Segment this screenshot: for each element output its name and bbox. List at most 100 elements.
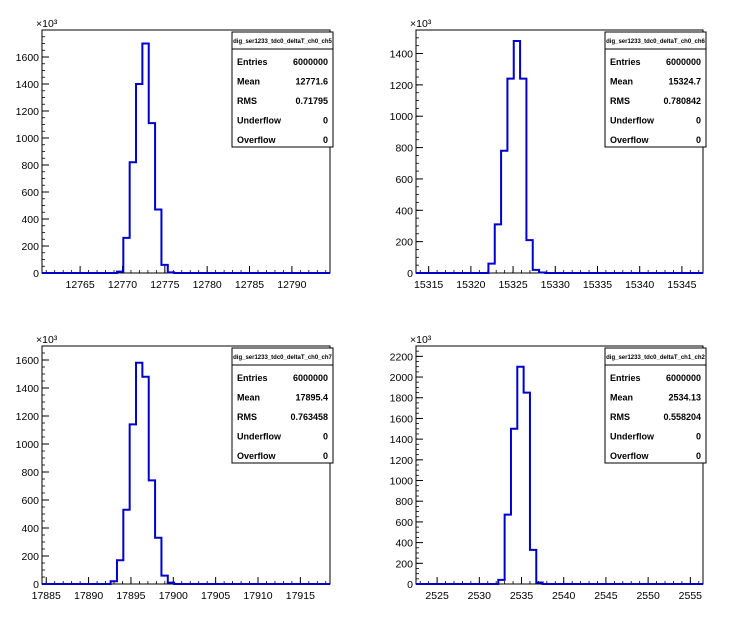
stats-box xyxy=(604,347,707,464)
stats-value-overflow: 0 xyxy=(696,451,701,461)
y-tick-label: 1400 xyxy=(390,434,414,446)
stats-title: dig_ser1233_tdc0_deltaT_ch0_ch7 xyxy=(233,355,332,361)
x-tick-label: 12770 xyxy=(108,279,137,291)
y-tick-label: 800 xyxy=(395,143,413,155)
stats-value-entries: 6000000 xyxy=(293,57,328,67)
histogram-bin xyxy=(168,272,174,273)
y-tick-label: 1200 xyxy=(390,455,414,467)
x-tick-label: 2530 xyxy=(468,590,492,602)
y-tick-label: 0 xyxy=(407,268,413,280)
histogram-bin xyxy=(524,393,530,584)
stats-value-rms: 0.558204 xyxy=(663,412,701,422)
stats-label-overflow: Overflow xyxy=(610,135,650,145)
histogram-bin xyxy=(526,240,532,273)
stats-label-mean: Mean xyxy=(610,77,633,87)
histogram-bin xyxy=(517,367,523,584)
y-tick-label: 800 xyxy=(21,467,39,479)
stats-value-underflow: 0 xyxy=(323,432,328,442)
stats-value-rms: 0.780842 xyxy=(663,96,701,106)
stats-value-rms: 0.71795 xyxy=(295,96,328,106)
histogram-bin xyxy=(501,151,507,273)
y-tick-label: 0 xyxy=(33,579,39,591)
histogram-bin xyxy=(536,582,542,584)
histogram-bin xyxy=(505,515,511,584)
y-tick-label: 0 xyxy=(33,268,39,280)
stats-value-mean: 2534.13 xyxy=(668,393,701,403)
x-tick-label: 2525 xyxy=(425,590,449,602)
stats-label-underflow: Underflow xyxy=(237,116,282,126)
stats-value-entries: 6000000 xyxy=(293,373,328,383)
histogram-bin xyxy=(488,264,494,273)
stats-label-underflow: Underflow xyxy=(610,116,655,126)
x-tick-label: 12780 xyxy=(193,279,222,291)
stats-label-entries: Entries xyxy=(610,57,641,67)
y-exponent-label: ×10³ xyxy=(410,18,432,30)
y-tick-label: 200 xyxy=(21,551,39,563)
x-tick-label: 2535 xyxy=(510,590,534,602)
histogram-panel-2: 0 200 400 600 800 1000 1200 1400 15315 15320 15325… xyxy=(390,18,707,291)
y-tick-label: 200 xyxy=(395,237,413,249)
histogram-bin xyxy=(168,583,174,584)
y-tick-label: 600 xyxy=(21,187,39,199)
y-tick-label: 1200 xyxy=(390,80,414,92)
histogram-bin xyxy=(495,224,501,273)
histogram-bin xyxy=(117,272,123,273)
y-tick-label: 1000 xyxy=(16,439,40,451)
stats-label-overflow: Overflow xyxy=(237,451,277,461)
x-tick-label: 12775 xyxy=(150,279,179,291)
stats-label-entries: Entries xyxy=(237,373,268,383)
y-tick-label: 400 xyxy=(395,538,413,550)
stats-label-mean: Mean xyxy=(610,393,633,403)
histogram-bin xyxy=(123,238,129,273)
x-tick-label: 15345 xyxy=(667,279,696,291)
stats-box xyxy=(231,347,334,464)
histogram-bin xyxy=(130,162,136,273)
x-tick-label: 12765 xyxy=(66,279,95,291)
stats-label-overflow: Overflow xyxy=(237,135,277,145)
y-tick-label: 400 xyxy=(395,205,413,217)
histogram-line xyxy=(416,365,703,585)
histogram-bin xyxy=(149,123,155,273)
x-tick-label: 17895 xyxy=(116,590,145,602)
histogram-line xyxy=(42,361,330,585)
histogram-bin xyxy=(530,550,536,584)
stats-label-rms: RMS xyxy=(610,412,630,422)
y-tick-label: 1000 xyxy=(390,476,414,488)
stats-label-rms: RMS xyxy=(237,96,257,106)
histogram-bin xyxy=(498,580,504,584)
x-tick-label: 17900 xyxy=(159,590,188,602)
stats-label-underflow: Underflow xyxy=(610,432,655,442)
x-tick-label: 2555 xyxy=(679,590,703,602)
stats-value-mean: 12771.6 xyxy=(295,77,328,87)
stats-value-mean: 15324.7 xyxy=(668,77,701,87)
histogram-bin xyxy=(142,44,148,274)
x-tick-label: 17915 xyxy=(286,590,315,602)
y-tick-label: 200 xyxy=(21,241,39,253)
y-tick-label: 200 xyxy=(395,558,413,570)
x-tick-label: 17890 xyxy=(74,590,103,602)
stats-value-underflow: 0 xyxy=(696,432,701,442)
stats-label-entries: Entries xyxy=(610,373,641,383)
histogram-bin xyxy=(136,363,142,584)
y-tick-label: 1000 xyxy=(390,111,414,123)
histogram-line xyxy=(42,42,330,274)
histogram-panel-3: 0 200 400 600 800 1000 1200 1400 1600 17885 17890 1… xyxy=(16,334,334,602)
histogram-bin xyxy=(123,510,129,584)
histogram-bin xyxy=(149,480,155,584)
x-tick-label: 12785 xyxy=(235,279,264,291)
stats-value-overflow: 0 xyxy=(323,451,328,461)
y-tick-label: 1200 xyxy=(16,411,40,423)
stats-value-underflow: 0 xyxy=(323,116,328,126)
stats-label-mean: Mean xyxy=(237,393,260,403)
histogram-bin xyxy=(130,424,136,584)
stats-box xyxy=(231,31,334,148)
x-tick-label: 15325 xyxy=(498,279,527,291)
x-tick-label: 2550 xyxy=(636,590,660,602)
stats-value-underflow: 0 xyxy=(696,116,701,126)
histogram-bin xyxy=(507,79,513,273)
histogram-bin xyxy=(161,576,167,584)
y-tick-label: 2200 xyxy=(390,351,414,363)
y-tick-label: 800 xyxy=(21,160,39,172)
stats-value-rms: 0.763458 xyxy=(290,412,328,422)
